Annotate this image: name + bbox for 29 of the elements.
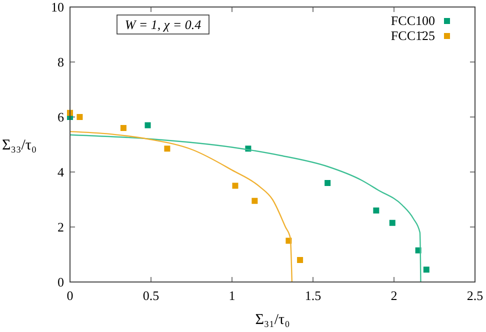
point <box>76 114 83 120</box>
x-tick-label: 1.5 <box>304 288 322 303</box>
y-tick-label: 10 <box>51 0 64 14</box>
y-axis-title: Σ₃₃/τ₀ <box>2 138 37 154</box>
y-tick-label: 2 <box>58 220 64 234</box>
point <box>373 208 380 214</box>
x-tick-label: 2 <box>390 288 398 303</box>
point <box>389 220 396 226</box>
point <box>252 198 258 204</box>
y-tick-label: 6 <box>58 110 64 124</box>
point <box>144 122 151 128</box>
y-tick-label: 4 <box>58 164 64 180</box>
point <box>324 180 331 186</box>
point <box>120 125 126 131</box>
y-tick-label: 0 <box>58 274 64 290</box>
line-series <box>69 134 422 283</box>
y-tick-label: 8 <box>58 54 64 70</box>
point <box>423 266 430 273</box>
x-tick-label: 2.5 <box>466 288 484 303</box>
x-axis-title: Σ₃₁/τ₀ <box>255 312 290 328</box>
legend-label: FCC100 <box>390 13 435 28</box>
point <box>164 146 170 152</box>
legend-label: FCC1̄25 <box>390 28 435 43</box>
point <box>297 257 304 263</box>
x-tick-label: 0.5 <box>142 288 160 303</box>
annotation: W = 1, χ = 0.4 <box>124 17 202 32</box>
point <box>232 182 238 189</box>
line-series <box>69 130 293 283</box>
x-tick-label: 1 <box>228 288 236 303</box>
